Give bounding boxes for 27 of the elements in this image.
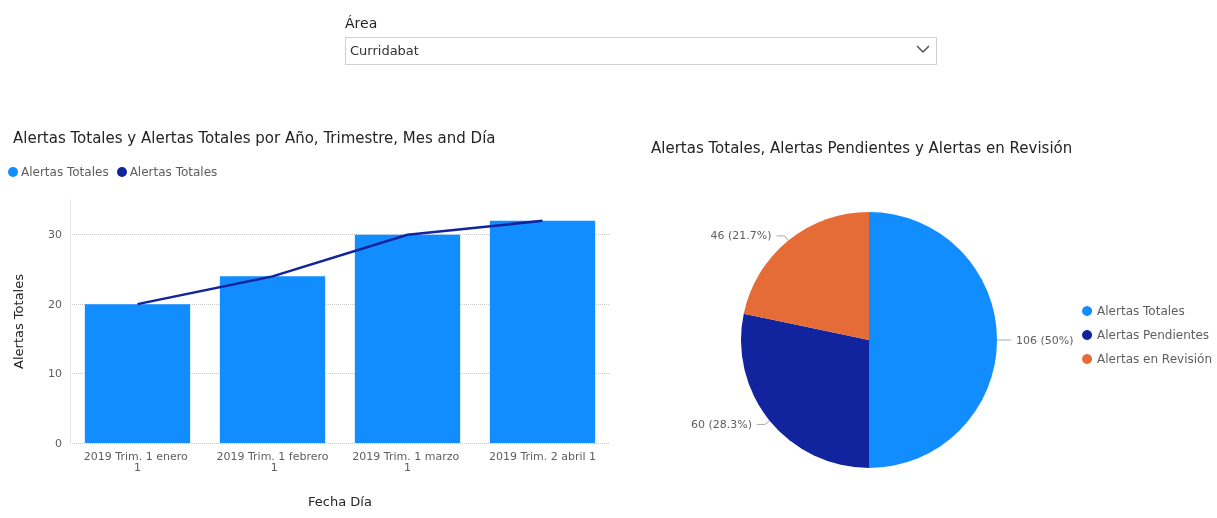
chart-title: Alertas Totales y Alertas Totales por Año, Trimestre, Mes and Día: [13, 128, 496, 147]
legend-label: Alertas Totales: [21, 165, 109, 179]
text: Área: [345, 15, 379, 31]
legend-label: Alertas Totales: [1097, 304, 1185, 318]
bar: [489, 220, 596, 443]
legend-label: Alertas Pendientes: [1097, 328, 1210, 342]
bar: [84, 304, 191, 443]
data-label: 106 (50%): [1016, 333, 1074, 347]
chart-title: Alertas Totales, Alertas Pendientes y Alertas en Revisión: [651, 138, 1073, 157]
text: Curridabat: [350, 43, 419, 58]
x-tick-label: 2019 Trim. 1 enero 1: [83, 450, 192, 474]
legend-label: Alertas Totales: [129, 165, 218, 179]
y-tick-label: 10: [48, 367, 62, 381]
data-label: 46 (21.7%): [710, 229, 772, 243]
x-axis-title: Fecha Día: [308, 494, 372, 509]
bar: [219, 276, 326, 443]
x-tick-label: 2019 Trim. 1 febrero 1: [216, 450, 329, 474]
line-series: [136, 219, 544, 306]
x-tick-label: 2019 Trim. 2 abril 1: [488, 450, 597, 463]
legend-label: Alertas en Revisión: [1097, 352, 1212, 366]
y-tick-label: 0: [55, 436, 62, 450]
bar: [354, 234, 461, 443]
data-label: 60 (28.3%): [690, 417, 752, 431]
y-tick-label: 30: [48, 228, 62, 242]
x-tick-label: 2019 Trim. 1 marzo 1: [352, 450, 463, 474]
y-tick-label: 20: [48, 297, 62, 311]
y-axis-title: Alertas Totales: [11, 273, 26, 369]
